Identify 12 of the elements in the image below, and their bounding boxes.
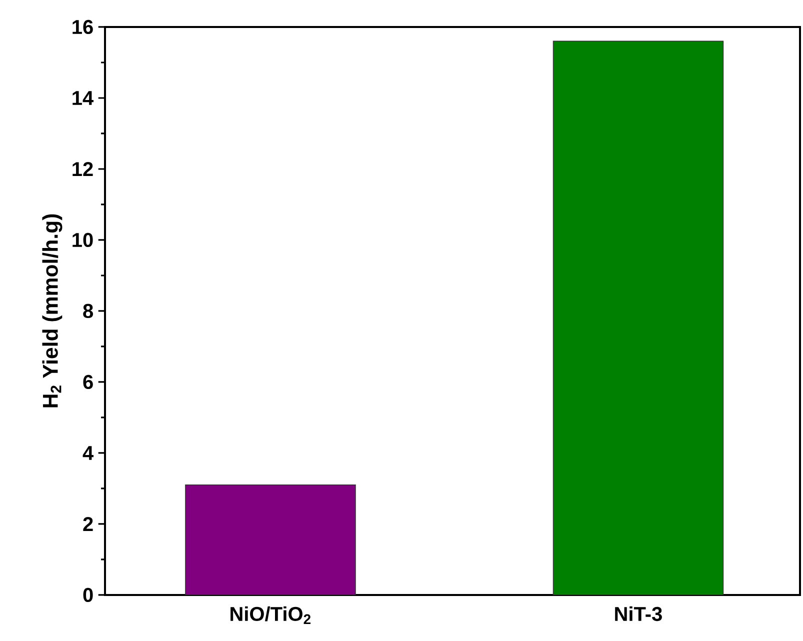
y-axis-title: H$_{2}$ Yield (mmol/h.g) bbox=[42, 214, 62, 408]
y-tick-label: 0 bbox=[83, 588, 93, 602]
y-tick-label: 12 bbox=[72, 162, 93, 176]
x-tick-label: NiT-3 bbox=[615, 606, 662, 622]
y-tick-label: 4 bbox=[82, 446, 94, 460]
y-tick-label: 16 bbox=[72, 20, 93, 34]
y-tick-label: 6 bbox=[83, 374, 93, 390]
y-tick-label: 8 bbox=[83, 304, 94, 318]
y-tick-label: 2 bbox=[83, 517, 93, 531]
y-tick-label: 10 bbox=[72, 232, 93, 248]
x-tick-label: NiO/TiO$_{2}$ bbox=[230, 606, 311, 624]
y-tick-label: 14 bbox=[72, 91, 94, 105]
